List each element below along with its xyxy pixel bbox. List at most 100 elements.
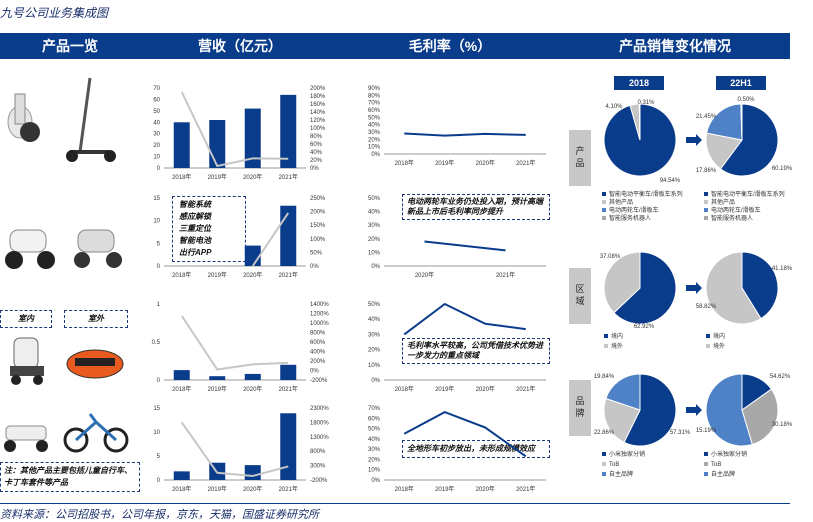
growth-line [180,315,289,371]
y2-tick-label: 1200% [310,312,329,318]
legend-label: 境外 [611,342,623,350]
y-tick-label: 0% [371,264,380,270]
y2-tick-label: 200% [310,359,326,365]
y-tick-label: 10% [368,468,381,474]
legend-label: 其他产品 [609,198,633,206]
product-images [4,77,129,453]
y-tick-label: 30% [368,447,381,453]
y-tick-label: 5 [157,454,161,460]
y2-tick-label: 1300% [310,435,329,441]
outdoor-robot-image [66,349,124,379]
legend-label: 电动两轮车/滑板车 [609,206,659,214]
y2-tick-label: 160% [310,102,326,108]
pie-label: 62.92% [634,324,655,330]
ebike-features-box: 智能系统 感应解锁 三重定位 智能电池 出行APP [172,196,246,262]
pie-slice [719,103,779,177]
pie-label: 60.19% [772,166,793,172]
pie-slice [740,103,743,141]
revenue-bar [280,205,297,266]
pie-label: 19.84% [594,374,615,380]
revenue-bar [280,413,297,480]
y2-tick-label: 1000% [310,321,329,327]
pie-label: 54.62% [770,374,791,380]
y2-tick-label: 150% [310,223,326,229]
y2-tick-label: 0% [310,166,319,172]
legend-label: 自主品牌 [609,470,633,478]
y2-tick-label: 0% [310,369,319,375]
pie-label: 22.86% [594,430,615,436]
indoor-robot-image [10,337,44,385]
y-tick-label: 40% [368,123,381,129]
pie-label: 4.10% [605,104,623,110]
balance-scooter-image [7,93,40,142]
margin-chart-1: 0%10% 20%30%40% 50%60%70% 80%90% 2018年 2019年 2… [368,86,546,167]
y-tick-label: 20% [368,457,381,463]
y-tick-label: 30% [368,332,381,338]
revenue-bar [173,370,190,380]
y-tick-label: 60 [153,97,160,103]
x-tick-label: 2019年 [208,485,227,493]
y2-tick-label: 0% [310,264,319,270]
y-tick-label: 15 [153,196,160,202]
legend-label: 境内 [611,332,623,340]
y2-tick-label: 250% [310,196,326,202]
margin-line [403,411,527,458]
y-tick-label: 80% [368,93,381,99]
legend-swatch [602,216,606,220]
margin-line [424,240,506,252]
revenue-chart-3: 0 0.5 1 -200% 0% 200% 400% 600% 800% 1000% 1200% 14… [152,302,330,393]
feature-item: 感应解锁 [179,212,211,221]
y-tick-label: 0 [157,264,161,270]
legend-label: 自主品牌 [711,470,735,478]
y-tick-label: 40% [368,437,381,443]
legend-swatch [704,472,708,476]
legend-swatch [706,334,710,338]
y2-tick-label: 300% [310,464,326,470]
section-product: 产品 [569,130,591,186]
other-products-note: 注：其他产品主要包括儿童自行车、卡丁车套件等产品 [0,462,140,492]
revenue-bar [173,122,190,168]
margin-chart-2: 0% 10% 20% 30% 40% 50% 2020年 2021年 [368,196,546,279]
y-tick-label: 20 [153,143,160,149]
arrow-icon [686,134,702,146]
x-tick-label: 2020年 [476,485,495,493]
legend-swatch [704,462,708,466]
y-tick-label: 50% [368,302,381,308]
y-tick-label: 40% [368,210,381,216]
x-tick-label: 2019年 [208,385,227,393]
legend-swatch [602,472,606,476]
y-tick-label: 50 [153,109,160,115]
pie-slice [706,103,743,141]
y2-tick-label: 200% [310,210,326,216]
header-products: 产品一览 [42,38,98,54]
x-tick-label: 2021年 [516,159,535,167]
page-title: 九号公司业务集成图 [0,6,109,20]
ebike-white-image [5,229,55,269]
y-tick-label: 1 [157,302,161,308]
y2-tick-label: 1400% [310,302,329,308]
legend-label: ToB [609,462,619,468]
x-tick-label: 2018年 [395,385,414,393]
arrow-icon [686,282,702,294]
x-tick-label: 2020年 [243,385,262,393]
y2-tick-label: 80% [310,134,323,140]
x-tick-label: 2020年 [243,173,262,181]
y-tick-label: 0% [371,378,380,384]
y-tick-label: 50% [368,196,381,202]
y-tick-label: 30 [153,132,160,138]
legend-label: 智能服务机器人 [711,214,753,222]
header-sales-change: 产品销售变化情况 [619,38,731,54]
kid-bike-image [63,413,129,453]
year-22h1-label: 22H1 [716,76,766,90]
kart-margin-note: 全地形车初步放出，未形成规模效应 [402,440,550,458]
section-region: 区域 [569,268,591,324]
header-revenue: 营收（亿元） [198,38,282,54]
legend-swatch [604,344,608,348]
legend-label: 智能电动平衡车/滑板车系列 [711,190,785,198]
revenue-bar [244,373,261,380]
x-tick-label: 2021年 [496,271,515,279]
x-tick-label: 2019年 [435,159,454,167]
pie-label: 15.19% [696,428,717,434]
pie-slice [605,373,641,411]
